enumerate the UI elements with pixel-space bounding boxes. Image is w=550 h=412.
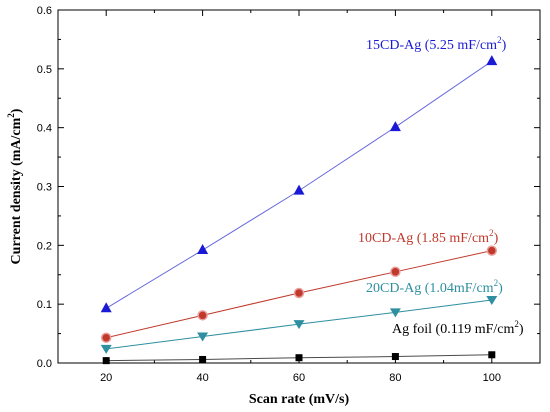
annotation-10cd-ag-tail: ) [494,231,499,246]
data-point-10cd-ag [390,266,401,278]
data-point-15cd-ag [486,55,498,66]
data-point-10cd-ag [293,287,305,299]
x-tick-label: 60 [293,372,305,384]
data-point-10cd-ag [486,245,498,256]
annotation-20cd-ag-tail: ) [498,281,503,296]
y-tick-label: 0.6 [37,5,52,17]
series-layer [100,55,498,365]
annotation-ag-foil-sup: 2 [514,319,519,329]
plot-frame [57,9,541,364]
data-point-20cd-ag [486,296,498,306]
x-tick-label: 100 [483,372,501,384]
annotation-ag-foil-tail: ) [519,322,524,337]
data-point-ag-foil [295,354,303,362]
annotation-ag-foil-main: Ag foil (0.119 mF/cm [392,322,514,337]
annotation-15cd-ag: 15CD-Ag (5.25 mF/cm2) [366,35,507,53]
data-point-10cd-ag [197,310,208,321]
x-tick-label: 40 [196,372,208,384]
data-point-20cd-ag [389,308,401,318]
annotation-10cd-ag-main: 10CD-Ag (1.85 mF/cm [358,231,489,246]
data-point-20cd-ag [197,332,209,342]
data-point-10cd-ag [100,332,112,343]
data-point-ag-foil [102,357,110,365]
annotation-20cd-ag-sup: 2 [494,278,499,288]
data-point-ag-foil [488,351,496,359]
annotation-15cd-ag-sup: 2 [497,35,502,45]
data-point-ag-foil [391,353,399,361]
y-axis-title: Current density (mA/cm2) [6,108,24,264]
y-axis-title-main: Current density (mA/cm [9,117,24,264]
series-15cd-ag [100,55,498,313]
y-tick-label: 0.4 [37,123,52,135]
y-tick-label: 0.1 [37,299,52,311]
annotation-20cd-ag-main: 20CD-Ag (1.04mF/cm [366,281,494,296]
annotation-ag-foil: Ag foil (0.119 mF/cm2) [392,319,524,337]
y-axis-title-tail: ) [9,108,24,113]
data-point-15cd-ag [100,302,112,313]
x-tick-label: 20 [100,372,112,384]
y-tick-label: 0.5 [37,64,52,76]
x-tick-label: 80 [389,372,401,384]
annotation-15cd-ag-main: 15CD-Ag (5.25 mF/cm [366,38,497,53]
series-10cd-ag [100,245,498,343]
y-tick-label: 0.3 [37,182,52,194]
data-point-15cd-ag [197,244,209,255]
data-point-15cd-ag [389,121,401,132]
annotation-10cd-ag: 10CD-Ag (1.85 mF/cm2) [358,228,499,246]
tick-layer: 20 40 60 80 100 0.0 0.1 0.2 0.3 0.4 0.5 0.6 [37,5,541,384]
y-tick-label: 0.0 [37,358,52,370]
x-axis-title: Scan rate (mV/s) [249,392,350,407]
y-axis-title-sup: 2 [6,113,16,118]
series-20cd-ag [100,296,498,354]
annotation-20cd-ag: 20CD-Ag (1.04mF/cm2) [366,278,503,296]
data-point-ag-foil [199,355,207,363]
data-point-20cd-ag [293,320,305,330]
annotation-15cd-ag-tail: ) [502,38,507,53]
annotation-10cd-ag-sup: 2 [489,228,494,238]
data-point-20cd-ag [100,344,112,354]
y-tick-label: 0.2 [37,240,52,252]
data-point-15cd-ag [293,184,305,195]
series-ag-foil [102,351,496,365]
